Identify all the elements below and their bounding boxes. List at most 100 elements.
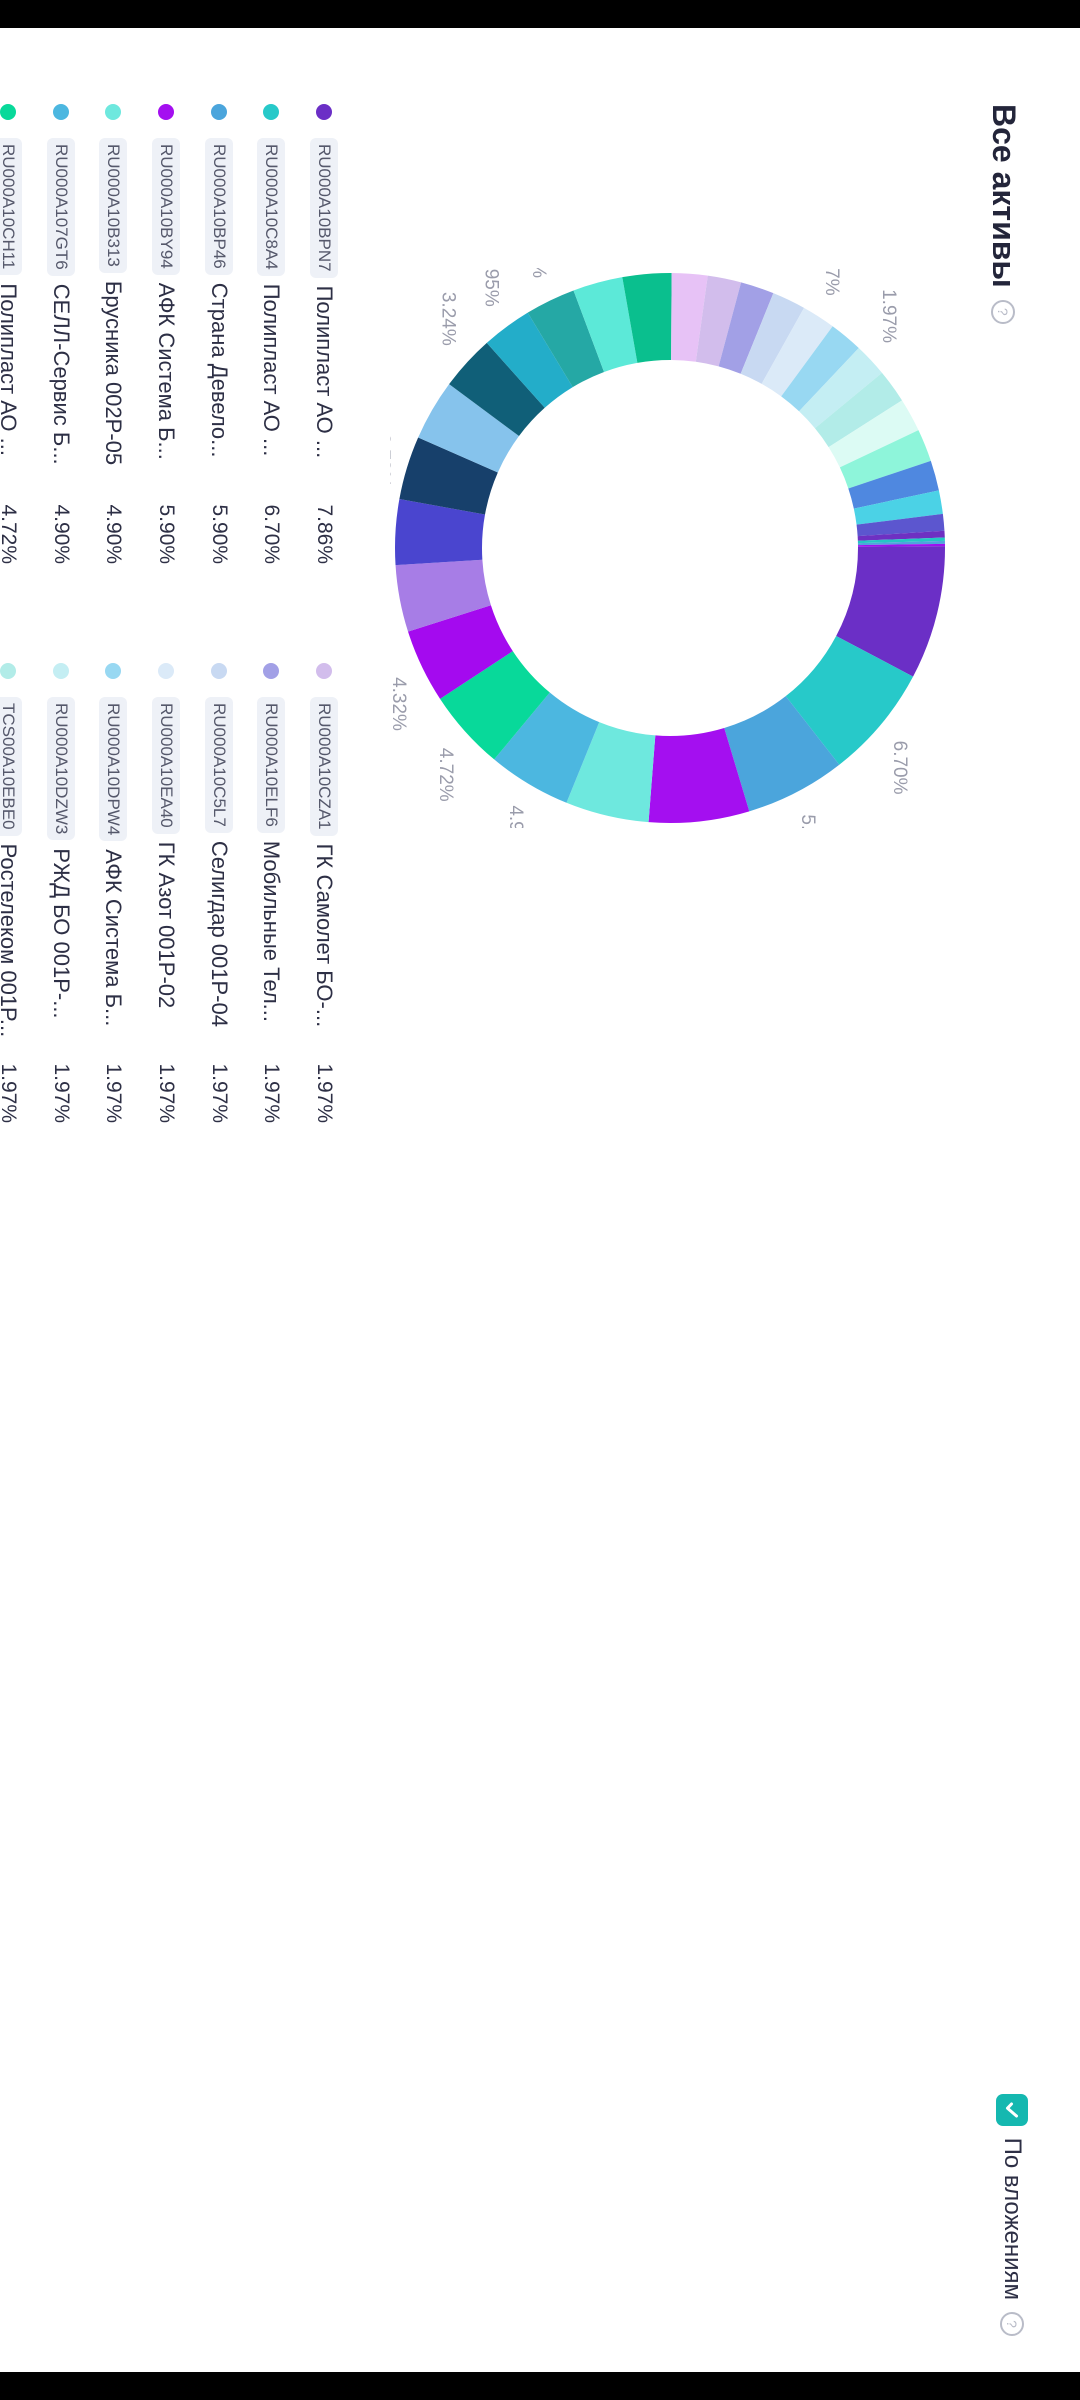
slice-percent-label: 2.95% — [481, 268, 502, 307]
legend-item[interactable]: RU000A10BP46 Страна Девело... 5.90% — [192, 104, 245, 564]
legend-item[interactable]: RU000A10BY94 АФК Система Б... 5.90% — [140, 104, 193, 564]
legend-ticker: TCS00A10EBE0 — [0, 697, 23, 836]
page-title: Все активы — [986, 104, 1022, 288]
donut-slice[interactable] — [566, 722, 656, 823]
donut-slice[interactable] — [856, 513, 945, 537]
legend-ticker: RU000A10B313 — [99, 138, 128, 273]
legend-item[interactable]: RU000A10C8A4 Полипласт АО ... 6.70% — [245, 104, 298, 564]
donut-slice[interactable] — [828, 400, 919, 468]
legend-asset-name: ГК Самолет БО-... — [311, 843, 337, 1028]
legend-percent: 1.97% — [49, 1063, 73, 1123]
legend-item[interactable]: TCS00A10EBE0 Ростелеком 001P... 1.97% — [0, 663, 34, 1123]
legend-color-dot — [52, 104, 69, 120]
help-icon[interactable]: ? — [991, 299, 1016, 324]
legend-asset-name: Ростелеком 001P... — [0, 843, 22, 1038]
legend-item[interactable]: RU000A10CZA1 ГК Самолет БО-... 1.97% — [297, 663, 350, 1123]
legend-percent: 4.90% — [102, 504, 126, 564]
legend-column-1: RU000A10BPN7 Полипласт АО ... 7.86% RU000A1… — [0, 104, 350, 564]
donut-slice[interactable] — [449, 342, 545, 437]
legend-color-dot — [157, 104, 174, 120]
legend-percent: 7.86% — [312, 504, 336, 564]
donut-slice[interactable] — [440, 651, 550, 760]
donut-slice[interactable] — [395, 499, 486, 566]
slice-percent-label: 3.73% — [390, 434, 393, 488]
legend-asset-name: Мобильные Тел... — [259, 840, 285, 1023]
donut-slice[interactable] — [857, 537, 945, 544]
legend-color-dot — [210, 104, 227, 120]
legend-item[interactable]: RU000A10BPN7 Полипласт АО ... 7.86% — [297, 104, 350, 564]
checkbox-checked-icon[interactable] — [996, 2093, 1028, 2126]
legend-item[interactable]: RU000A10B313 Брусника 002P-05 4.90% — [87, 104, 140, 564]
legend-item[interactable]: RU000A10EA40 ГК Азот 001P-02 1.97% — [140, 663, 193, 1123]
legend-item[interactable]: RU000A10DZW3 РЖД БО 001P-... 1.97% — [34, 663, 87, 1123]
legend-ticker: RU000A10DZW3 — [46, 697, 75, 841]
donut-chart: 7.86%6.70%5.90%5.90%4.90%4.90%4.72%4.32%… — [390, 268, 945, 828]
legend-ticker: RU000A10BPN7 — [309, 138, 338, 278]
donut-slice[interactable] — [781, 326, 859, 412]
legend-percent: 4.72% — [0, 504, 21, 564]
legend-ticker: RU000A10CZA1 — [309, 697, 338, 836]
donut-slice[interactable] — [857, 540, 945, 546]
legend-ticker: RU000A10CH11 — [0, 138, 23, 276]
slice-percent-label: 1.97% — [821, 268, 842, 296]
legend-color-dot — [0, 104, 17, 120]
assets-panel: Все активы ? По вложениям ? 7.86% 6.70% 5.… — [0, 28, 1080, 2372]
help-icon[interactable]: ? — [1000, 2312, 1024, 2336]
donut-slice[interactable] — [399, 437, 498, 515]
legend-item[interactable]: RU000A107GT6 СЕЛЛ-Сервис Б... 4.90% — [34, 104, 87, 564]
legend-item[interactable]: RU000A10ELF6 Мобильные Тел... 1.97% — [245, 663, 298, 1123]
donut-slice[interactable] — [395, 559, 491, 632]
donut-slice[interactable] — [718, 282, 774, 374]
legend-color-dot — [157, 663, 174, 679]
donut-slice[interactable] — [622, 273, 672, 363]
legend-asset-name: АФК Система Б... — [153, 282, 179, 460]
donut-slice[interactable] — [418, 384, 520, 473]
legend-asset-name: Полипласт АО ... — [0, 283, 22, 456]
donut-slice[interactable] — [761, 307, 833, 397]
donut-slice[interactable] — [814, 372, 903, 448]
legend-asset-name: Полипласт АО ... — [311, 285, 337, 459]
donut-slice[interactable] — [648, 728, 750, 823]
donut-slice[interactable] — [836, 546, 945, 677]
legend-asset-name: Полипласт АО ... — [259, 283, 285, 457]
legend-item[interactable]: RU000A10DPW4 АФК Система Б... 1.97% — [87, 663, 140, 1123]
donut-slice[interactable] — [857, 530, 945, 541]
donut-slice[interactable] — [724, 696, 840, 812]
donut-slice[interactable] — [494, 692, 600, 803]
slice-percent-label: 5.90% — [797, 814, 818, 828]
donut-slice[interactable] — [785, 635, 914, 765]
legend-percent: 5.90% — [154, 504, 178, 564]
by-investment-toggle[interactable]: По вложениям ? — [996, 2093, 1028, 2336]
donut-slice[interactable] — [408, 605, 513, 699]
legend-asset-name: АФК Система Б... — [101, 849, 127, 1027]
donut-slice[interactable] — [740, 293, 805, 384]
donut-slice[interactable] — [695, 275, 742, 367]
slice-percent-label: 4.72% — [435, 748, 456, 802]
donut-slice[interactable] — [857, 543, 945, 547]
legend-ticker: RU000A10BP46 — [204, 138, 233, 275]
legend-asset-name: ГК Азот 001P-02 — [153, 841, 179, 1009]
legend-item[interactable]: RU000A10CH11 Полипласт АО ... 4.72% — [0, 104, 34, 564]
donut-slice[interactable] — [848, 460, 939, 509]
donut-slice[interactable] — [573, 277, 638, 372]
legend-ticker: RU000A10C5L7 — [204, 697, 233, 833]
donut-slice[interactable] — [799, 348, 883, 429]
donut-slice[interactable] — [671, 273, 708, 362]
toggle-label: По вложениям — [999, 2137, 1026, 2300]
slice-percent-label: 3.24% — [437, 292, 458, 346]
donut-slice[interactable] — [527, 290, 605, 388]
legend-item[interactable]: RU000A10C5L7 Селигдар 001P-04 1.97% — [192, 663, 245, 1123]
slice-percent-label: 2.95% — [528, 268, 549, 278]
donut-slice[interactable] — [853, 490, 943, 525]
legend-ticker: RU000A10C8A4 — [257, 138, 286, 276]
legend-percent: 1.97% — [207, 1063, 231, 1123]
donut-slice[interactable] — [839, 430, 931, 489]
legend-asset-name: СЕЛЛ-Сервис Б... — [48, 283, 74, 465]
legend-color-dot — [210, 663, 227, 679]
legend-color-dot — [0, 663, 17, 679]
legend-percent: 1.97% — [312, 1063, 336, 1123]
donut-slice[interactable] — [486, 312, 573, 408]
slice-percent-label: 4.32% — [390, 677, 409, 731]
legend-percent: 5.90% — [207, 504, 231, 564]
legend-ticker: RU000A10DPW4 — [99, 697, 128, 842]
